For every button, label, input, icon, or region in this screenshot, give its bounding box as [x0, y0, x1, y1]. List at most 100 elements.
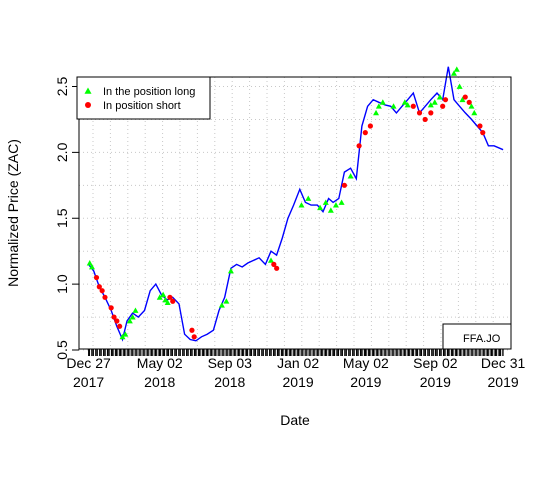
y-axis-title: Normalized Price (ZAC) [5, 139, 21, 287]
x-tick-label: Sep 03 [208, 355, 253, 371]
x-tick-label-year: 2019 [488, 374, 519, 390]
short-point [477, 123, 483, 129]
axes: 0.5 1.0 1.5 2.0 2.5 Dec 27 2017 May 02 2018 Sep 0… [54, 77, 525, 390]
long-point [268, 257, 274, 263]
long-point [298, 202, 305, 208]
long-point [427, 101, 434, 108]
x-tick-label: May 02 [343, 355, 389, 371]
long-point [459, 96, 466, 103]
short-point [111, 314, 117, 320]
x-tick-label: May 02 [137, 355, 183, 371]
symbol-label: FFA.JO [463, 333, 501, 345]
x-tick-label-year: 2019 [283, 374, 314, 390]
short-point [108, 305, 114, 311]
long-point [88, 263, 95, 270]
long-point [122, 331, 129, 337]
long-point [338, 199, 345, 205]
y-tick-label: 1.5 [54, 208, 70, 228]
legend-short-marker [85, 102, 91, 108]
long-point [471, 109, 478, 116]
short-point [422, 116, 428, 123]
long-point [223, 298, 230, 304]
long-point [375, 103, 382, 109]
short-point [170, 298, 176, 304]
y-tick-label: 0.5 [54, 340, 70, 360]
date-rug [88, 349, 504, 356]
x-tick-label-year: 2018 [144, 374, 175, 390]
long-point [160, 291, 167, 298]
long-point [86, 260, 93, 266]
short-point [416, 110, 423, 116]
long-point [317, 204, 324, 211]
x-tick-label-year: 2019 [350, 374, 381, 390]
short-point [99, 288, 105, 294]
long-point [164, 299, 171, 305]
x-tick-label: Dec 27 [66, 355, 111, 371]
y-tick-label: 2.0 [54, 142, 70, 162]
y-tick-label: 1.0 [54, 274, 70, 294]
legend: In the position long In position short [76, 76, 211, 120]
long-point [305, 195, 312, 201]
long-point [379, 99, 386, 105]
x-tick-label: Dec 31 [481, 355, 526, 371]
y-tick-label: 2.5 [54, 77, 70, 97]
long-point [218, 302, 225, 308]
long-point [431, 99, 438, 105]
short-point [442, 97, 449, 103]
short-point [440, 103, 446, 109]
short-point [167, 294, 173, 300]
legend-short-label: In position short [103, 100, 181, 112]
long-point [126, 318, 133, 324]
short-point [480, 130, 486, 136]
x-tick-label-year: 2018 [214, 374, 245, 390]
legend-box [76, 76, 211, 120]
x-tick-label-year: 2017 [73, 374, 104, 390]
short-point [428, 110, 434, 116]
short-point [102, 294, 108, 300]
short-point [341, 182, 348, 188]
legend-long-marker [84, 87, 92, 94]
long-point [332, 202, 339, 208]
long-point [327, 207, 334, 213]
short-point [466, 99, 472, 105]
symbol-box: FFA.JO [442, 323, 512, 350]
long-point [129, 314, 136, 320]
x-tick-label-year: 2019 [420, 374, 451, 390]
grid [79, 77, 511, 351]
short-point [117, 323, 123, 329]
x-tick-label: Sep 02 [413, 355, 458, 371]
long-point [453, 66, 460, 72]
long-point [347, 173, 354, 179]
short-point [274, 265, 280, 271]
x-tick-label: Jan 02 [277, 355, 319, 371]
long-point [132, 307, 139, 313]
long-point [227, 267, 234, 274]
short-point [114, 318, 120, 324]
short-point [462, 94, 468, 100]
short-point [367, 123, 373, 129]
short-point [362, 130, 368, 136]
short-point [410, 103, 416, 109]
long-point [404, 101, 411, 108]
long-point [450, 70, 457, 76]
long-point [390, 103, 397, 109]
price-line [88, 66, 504, 342]
long-point [468, 103, 475, 109]
long-point [322, 199, 329, 205]
short-point [356, 143, 362, 149]
long-point [436, 94, 443, 100]
symbol-box-frame [442, 323, 512, 350]
legend-long-label: In the position long [103, 86, 195, 98]
short-point [271, 261, 277, 267]
series-layer [86, 66, 504, 342]
short-point [191, 334, 197, 340]
long-point [373, 109, 380, 116]
plot-frame [78, 76, 512, 350]
long-point [401, 99, 408, 105]
long-point [456, 83, 463, 89]
short-point [96, 284, 102, 290]
long-point [156, 294, 163, 300]
short-point [189, 327, 195, 333]
